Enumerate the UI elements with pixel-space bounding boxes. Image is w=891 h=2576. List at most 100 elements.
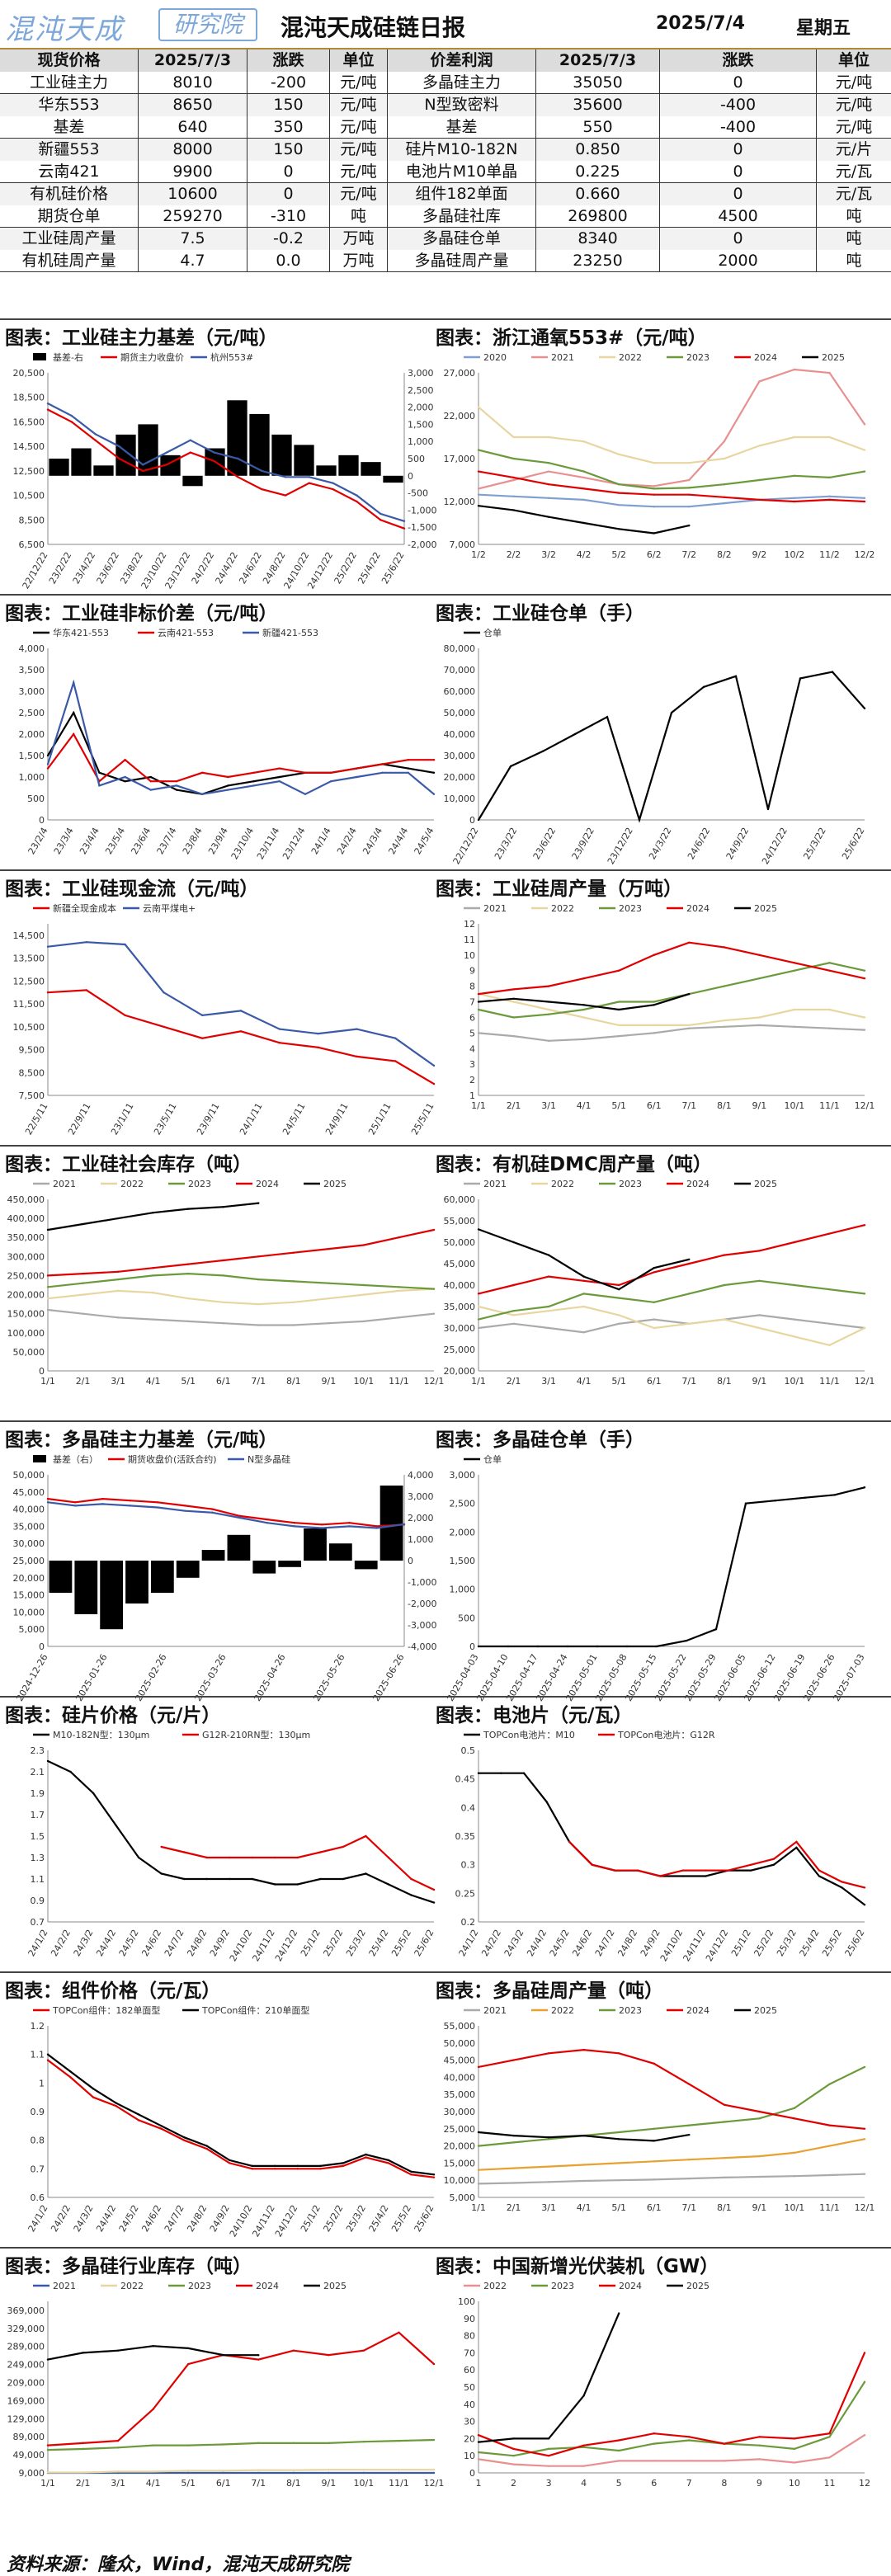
x-tick-label: 23/12/4 xyxy=(280,826,307,861)
chart-point xyxy=(688,2159,691,2161)
chart-point xyxy=(617,2460,620,2462)
chart-bar xyxy=(361,462,381,476)
x-tick-label: 25/4/2 xyxy=(367,1928,391,1958)
series-points xyxy=(46,681,436,795)
y-tick-label: 50 xyxy=(464,2382,475,2393)
chart-point xyxy=(152,2408,154,2411)
y-tick-label: 500 xyxy=(458,1613,475,1623)
chart-point xyxy=(477,2131,480,2134)
legend-label: 2021 xyxy=(483,1179,507,1189)
table-cell: 8010 xyxy=(139,72,248,94)
chart-point xyxy=(69,2070,72,2073)
series-line xyxy=(48,2469,434,2474)
chart-point xyxy=(257,2354,260,2357)
y2-tick-label: 1,000 xyxy=(408,436,434,447)
chart-point xyxy=(407,759,409,761)
chart-point xyxy=(617,2312,620,2315)
x-tick-label: 25/5/2 xyxy=(389,1928,413,1958)
y-tick-label: 50,000 xyxy=(444,1237,476,1248)
chart-point xyxy=(152,2444,154,2446)
chart-point xyxy=(432,759,436,761)
chart-point xyxy=(142,469,144,473)
chart-point xyxy=(828,962,831,964)
y-tick-label: 1.2 xyxy=(31,2021,45,2032)
chart-point xyxy=(512,478,515,482)
chart-point xyxy=(186,2470,190,2472)
chart-point xyxy=(82,2442,84,2445)
x-tick-label: 7/1 xyxy=(251,1376,266,1387)
chart-point xyxy=(46,2358,50,2361)
chart-point xyxy=(547,1275,550,1278)
x-tick-label: 8/1 xyxy=(717,2202,732,2213)
x-tick-label: 2/1 xyxy=(76,1376,91,1387)
chart-point xyxy=(512,2059,515,2061)
legend-item: 云南421-553 xyxy=(138,628,214,638)
chart-point xyxy=(723,1020,726,1022)
x-tick-label: 12/1 xyxy=(855,1100,875,1111)
chart-point xyxy=(328,1322,330,1325)
chart-point xyxy=(330,780,332,783)
chart-point xyxy=(863,1486,866,1489)
chart-point xyxy=(799,677,802,680)
section-divider xyxy=(0,594,891,596)
table-cell: 元/吨 xyxy=(330,161,388,183)
table-header-cell: 涨跌 xyxy=(660,49,817,72)
chart-point xyxy=(547,2437,550,2440)
table-cell: N型致密料 xyxy=(388,94,536,116)
chart-point xyxy=(477,406,480,408)
chart-bar xyxy=(74,1561,98,1614)
chart-point xyxy=(222,1206,224,1208)
table-header-cell: 价差利润 xyxy=(388,49,536,72)
legend-item: 2022 xyxy=(464,2281,507,2291)
chart-point xyxy=(142,464,144,466)
series-line xyxy=(478,2048,865,2130)
chart-point xyxy=(183,1505,186,1507)
legend-item: 2025 xyxy=(734,903,777,914)
chart-point xyxy=(828,2456,831,2459)
chart-point xyxy=(793,2151,796,2155)
x-tick-label: 23/2/22 xyxy=(47,550,73,586)
chart-point xyxy=(124,943,126,946)
chart-point xyxy=(653,1024,655,1027)
series-line xyxy=(47,2331,435,2446)
x-tick-label: 24/1/2 xyxy=(26,1928,50,1958)
table-cell: 0.225 xyxy=(536,161,660,183)
table-cell: 多晶硅周产量 xyxy=(388,250,536,272)
chart-point xyxy=(477,1318,480,1321)
chart-point xyxy=(688,1024,691,1027)
x-tick-label: 10/2 xyxy=(785,549,805,560)
y-tick-label: 70,000 xyxy=(444,665,476,676)
chart-point xyxy=(284,476,287,478)
chart-point xyxy=(758,954,761,957)
series-points xyxy=(46,1272,436,1290)
logo: 混沌天成 研究院 xyxy=(5,5,257,46)
chart-point xyxy=(342,2164,345,2168)
table-cell: 0.850 xyxy=(536,139,660,161)
series-line xyxy=(478,1279,865,1321)
chart-point xyxy=(793,436,796,439)
y-tick-label: 2,500 xyxy=(450,1499,476,1509)
chart-point xyxy=(252,784,255,787)
chart-point xyxy=(319,2168,322,2170)
series-line xyxy=(478,1024,865,1042)
chart-point xyxy=(129,1500,131,1502)
chart-point xyxy=(793,962,796,964)
y-tick-label: 55,000 xyxy=(444,1216,476,1227)
chart-point xyxy=(252,780,255,783)
chart-point xyxy=(512,2455,515,2457)
x-tick-label: 23/4/4 xyxy=(78,826,101,856)
chart-c13: TOPCon组件：182单面型 TOPCon组件：210单面型 0.6 0.7 0.8 0… xyxy=(26,2004,436,2239)
legend-label: 新疆全现金成本 xyxy=(53,902,116,914)
chart-point xyxy=(213,451,215,454)
chart-point xyxy=(477,2451,480,2454)
table-cell: 新疆553 xyxy=(0,139,139,161)
series-points xyxy=(477,941,866,996)
series-line xyxy=(161,1834,435,1891)
x-tick-label: 8/2 xyxy=(717,549,732,560)
chart-point xyxy=(387,2159,390,2162)
y-tick-label: 12,000 xyxy=(444,497,476,507)
chart-point xyxy=(670,711,673,714)
x-tick-label: 2/1 xyxy=(507,1376,521,1387)
chart-point xyxy=(793,2107,796,2110)
chart-point xyxy=(617,1283,620,1287)
